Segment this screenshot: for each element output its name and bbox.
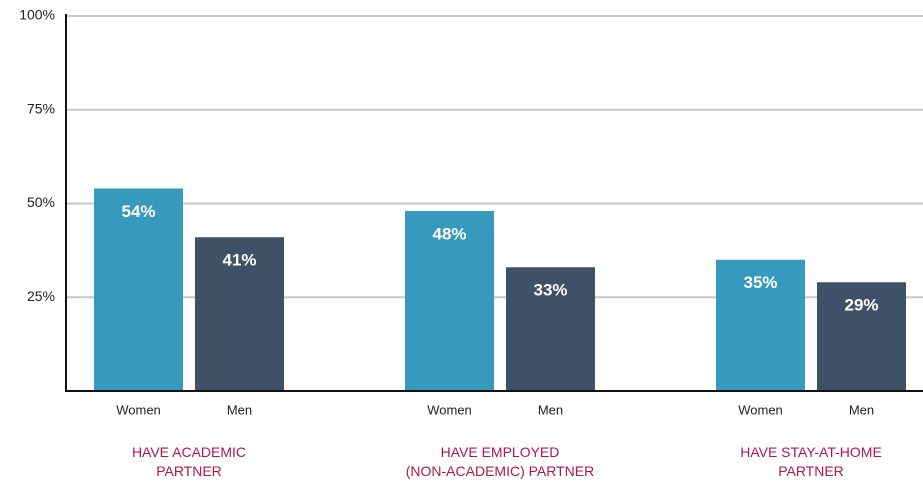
y-tick-label: 25%: [27, 288, 55, 304]
data-label: 48%: [432, 224, 466, 243]
series-label: Women: [427, 402, 472, 417]
bar: [94, 188, 183, 391]
category-label: HAVE STAY-AT-HOME PARTNER: [740, 444, 882, 479]
series-label: Men: [849, 402, 874, 417]
y-tick-label: 75%: [27, 100, 55, 116]
bar: [817, 282, 906, 391]
y-tick-label: 100%: [19, 7, 55, 23]
bar: [405, 211, 494, 391]
bar: [506, 267, 595, 391]
bar: [195, 237, 284, 391]
series-label: Women: [738, 402, 783, 417]
series-label: Men: [227, 402, 252, 417]
category-label: HAVE EMPLOYED (NON-ACADEMIC) PARTNER: [405, 444, 595, 479]
data-label: 33%: [533, 281, 567, 300]
data-label: 35%: [743, 273, 777, 292]
data-label: 54%: [121, 202, 155, 221]
category-label: HAVE ACADEMIC PARTNER: [131, 444, 247, 479]
bar: [716, 259, 805, 391]
data-label: 41%: [222, 251, 256, 270]
series-label: Women: [116, 402, 161, 417]
y-tick-label: 50%: [27, 194, 55, 210]
series-label: Men: [538, 402, 563, 417]
data-label: 29%: [844, 296, 878, 315]
